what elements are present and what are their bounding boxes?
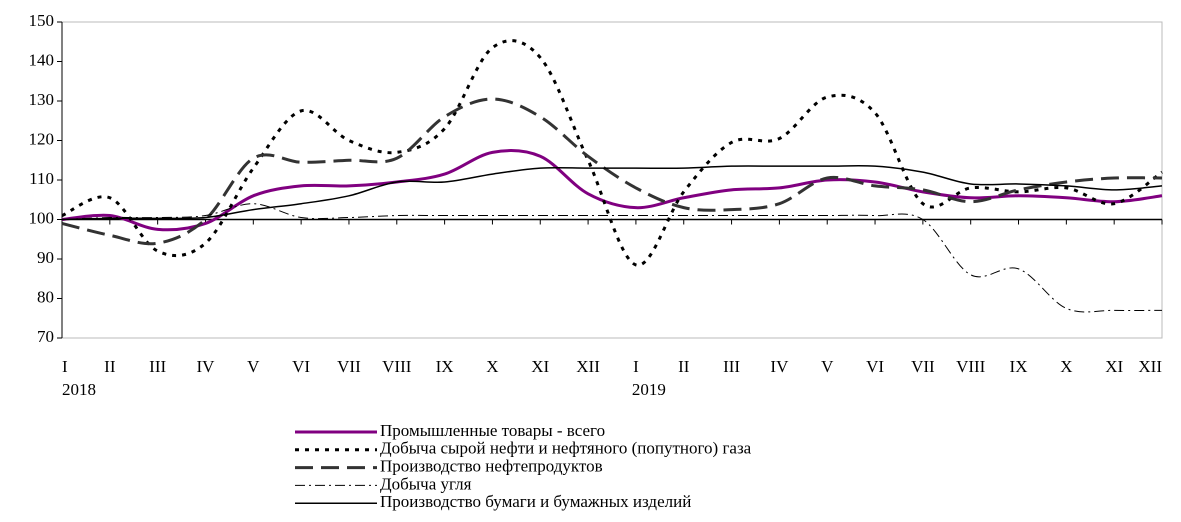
x-tick-label: VIII xyxy=(956,357,986,376)
y-tick-label: 100 xyxy=(29,208,55,227)
y-tick-label: 90 xyxy=(37,248,54,267)
y-tick-label: 80 xyxy=(37,287,54,306)
x-tick-label: I xyxy=(62,357,68,376)
x-tick-label: X xyxy=(486,357,498,376)
x-tick-label: VII xyxy=(911,357,935,376)
x-tick-label: VI xyxy=(292,357,310,376)
legend-label: Промышленные товары - всего xyxy=(380,421,605,440)
x-tick-label: IV xyxy=(770,357,789,376)
y-tick-label: 70 xyxy=(37,327,54,346)
x-tick-label: V xyxy=(247,357,260,376)
series-line xyxy=(61,148,1163,232)
series-line xyxy=(61,97,1163,246)
x-tick-label: VII xyxy=(337,357,361,376)
series-line xyxy=(61,203,1163,313)
x-tick-label: II xyxy=(104,357,116,376)
legend-label: Добыча сырой нефти и нефтяного (попутног… xyxy=(380,439,752,458)
y-tick-label: 150 xyxy=(29,11,55,30)
x-tick-label: X xyxy=(1060,357,1072,376)
y-tick-label: 110 xyxy=(29,169,54,188)
x-tick-label: II xyxy=(678,357,690,376)
series-line xyxy=(61,39,1163,267)
x-tick-label: IX xyxy=(436,357,454,376)
legend-label: Добыча угля xyxy=(380,474,472,493)
x-tick-label: III xyxy=(723,357,740,376)
y-tick-label: 120 xyxy=(29,129,55,148)
x-tick-label: IV xyxy=(197,357,216,376)
x-tick-label: III xyxy=(149,357,166,376)
x-tick-label: V xyxy=(821,357,834,376)
x-tick-label: XI xyxy=(1105,357,1123,376)
x-tick-label: XII xyxy=(1138,357,1162,376)
y-tick-label: 140 xyxy=(29,50,55,69)
plot-frame xyxy=(61,21,1163,339)
x-tick-label: VI xyxy=(866,357,884,376)
series-line xyxy=(61,164,1163,221)
x-tick-label: XI xyxy=(531,357,549,376)
x-tick-label: VIII xyxy=(382,357,412,376)
x-tick-label: IX xyxy=(1010,357,1028,376)
y-tick-label: 130 xyxy=(29,90,55,109)
legend-label: Производство нефтепродуктов xyxy=(380,457,603,476)
legend-label: Производство бумаги и бумажных изделий xyxy=(380,492,691,511)
year-label: 2019 xyxy=(632,380,666,399)
x-tick-label: I xyxy=(633,357,639,376)
x-tick-label: XII xyxy=(576,357,600,376)
year-label: 2018 xyxy=(62,380,96,399)
